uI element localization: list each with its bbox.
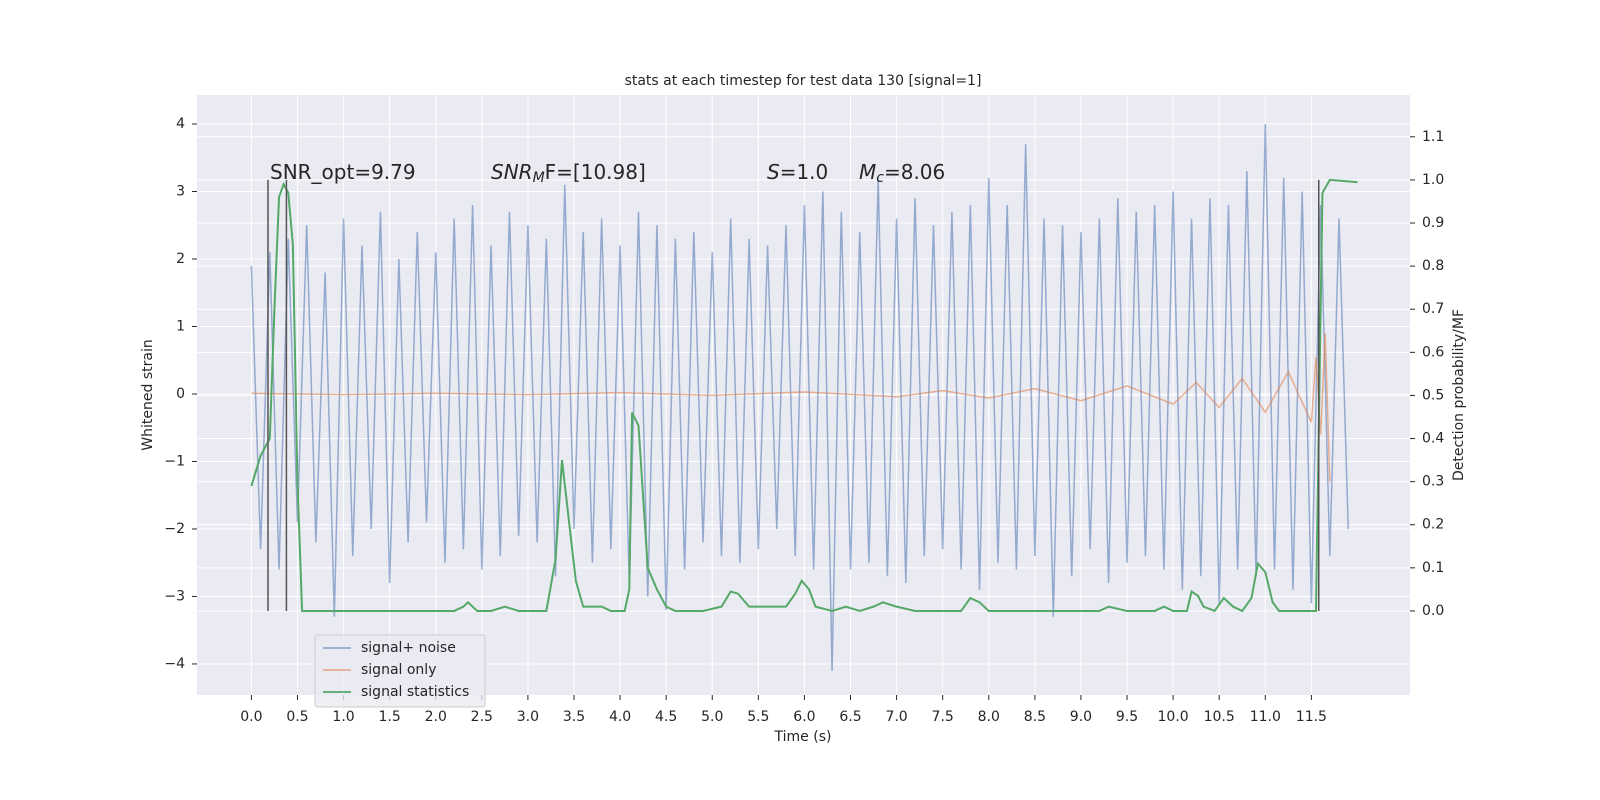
annotation-part: SNR xyxy=(491,160,533,184)
x-tick-label: 1.0 xyxy=(332,709,354,725)
y2-tick-label: 0.6 xyxy=(1422,344,1444,360)
x-tick-label: 7.0 xyxy=(885,709,907,725)
x-tick-label: 10.0 xyxy=(1158,709,1189,725)
annotation-part: c xyxy=(876,170,884,186)
annotation-part: SNR_opt=9.79 xyxy=(270,160,416,184)
x-tick-label: 1.5 xyxy=(379,709,401,725)
x-tick-label: 3.0 xyxy=(517,709,539,725)
y2-axis-label: Detection probability/MF xyxy=(1451,309,1467,481)
y2-tick-label: 0.4 xyxy=(1422,431,1444,447)
y-tick-label: 1 xyxy=(176,318,185,334)
x-tick-label: 8.5 xyxy=(1024,709,1046,725)
annotation: SNR_opt=9.79 xyxy=(270,160,416,184)
legend-box xyxy=(314,634,486,708)
x-axis-label: Time (s) xyxy=(774,729,832,745)
x-tick-label: 0.0 xyxy=(240,709,262,725)
x-tick-label: 7.5 xyxy=(932,709,954,725)
legend-label: signal statistics xyxy=(361,684,469,700)
x-tick-label: 4.0 xyxy=(609,709,631,725)
y2-tick-label: 1.0 xyxy=(1422,172,1444,188)
x-tick-label: 5.0 xyxy=(701,709,723,725)
y-tick-label: −4 xyxy=(164,656,185,672)
y2-tick-label: 0.0 xyxy=(1422,603,1444,619)
annotation: SNRMF=[10.98] xyxy=(491,160,646,187)
legend-label: signal only xyxy=(361,662,436,678)
y-axis-label: Whitened strain xyxy=(140,339,156,450)
y2-tick-label: 0.1 xyxy=(1422,560,1444,576)
y2-tick-label: 0.3 xyxy=(1422,474,1444,490)
annotation-part: =8.06 xyxy=(884,160,945,184)
series-line xyxy=(250,124,1349,671)
x-tick-label: 10.5 xyxy=(1204,709,1235,725)
x-tick-label: 9.0 xyxy=(1070,709,1092,725)
x-tick-label: 2.0 xyxy=(425,709,447,725)
annotation-part: M xyxy=(533,170,545,186)
x-tick-label: 6.5 xyxy=(839,709,861,725)
y2-tick-label: 0.8 xyxy=(1422,258,1444,274)
y2-tick-label: 0.2 xyxy=(1422,517,1444,533)
y2-tick-label: 1.1 xyxy=(1422,129,1444,145)
y-tick-label: 0 xyxy=(176,386,185,402)
x-tick-label: 4.5 xyxy=(655,709,677,725)
y2-tick-label: 0.9 xyxy=(1422,215,1444,231)
annotation-part: S xyxy=(767,160,780,184)
annotation-part: M xyxy=(859,160,876,184)
x-tick-label: 5.5 xyxy=(747,709,769,725)
x-tick-label: 11.0 xyxy=(1250,709,1281,725)
x-tick-label: 3.5 xyxy=(563,709,585,725)
series-line xyxy=(251,333,1331,482)
annotation-part: =1.0 xyxy=(780,160,829,184)
x-tick-label: 0.5 xyxy=(286,709,308,725)
y-tick-label: 3 xyxy=(176,184,185,200)
x-tick-label: 9.5 xyxy=(1116,709,1138,725)
annotation: S=1.0 xyxy=(767,160,828,184)
annotation: Mc=8.06 xyxy=(859,160,945,187)
y-tick-label: −3 xyxy=(164,588,185,604)
chart-title: stats at each timestep for test data 130… xyxy=(625,73,982,89)
series-line xyxy=(250,178,1358,613)
y2-tick-label: 0.5 xyxy=(1422,387,1444,403)
x-tick-label: 2.5 xyxy=(471,709,493,725)
x-tick-label: 8.0 xyxy=(978,709,1000,725)
y2-tick-label: 0.7 xyxy=(1422,301,1444,317)
x-tick-label: 6.0 xyxy=(793,709,815,725)
y-tick-label: 4 xyxy=(176,116,185,132)
y-tick-label: 2 xyxy=(176,251,185,267)
y-tick-label: −2 xyxy=(164,521,185,537)
x-tick-label: 11.5 xyxy=(1296,709,1327,725)
y-tick-label: −1 xyxy=(164,453,185,469)
legend-label: signal+ noise xyxy=(361,640,456,656)
annotation-part: F=[10.98] xyxy=(545,160,646,184)
